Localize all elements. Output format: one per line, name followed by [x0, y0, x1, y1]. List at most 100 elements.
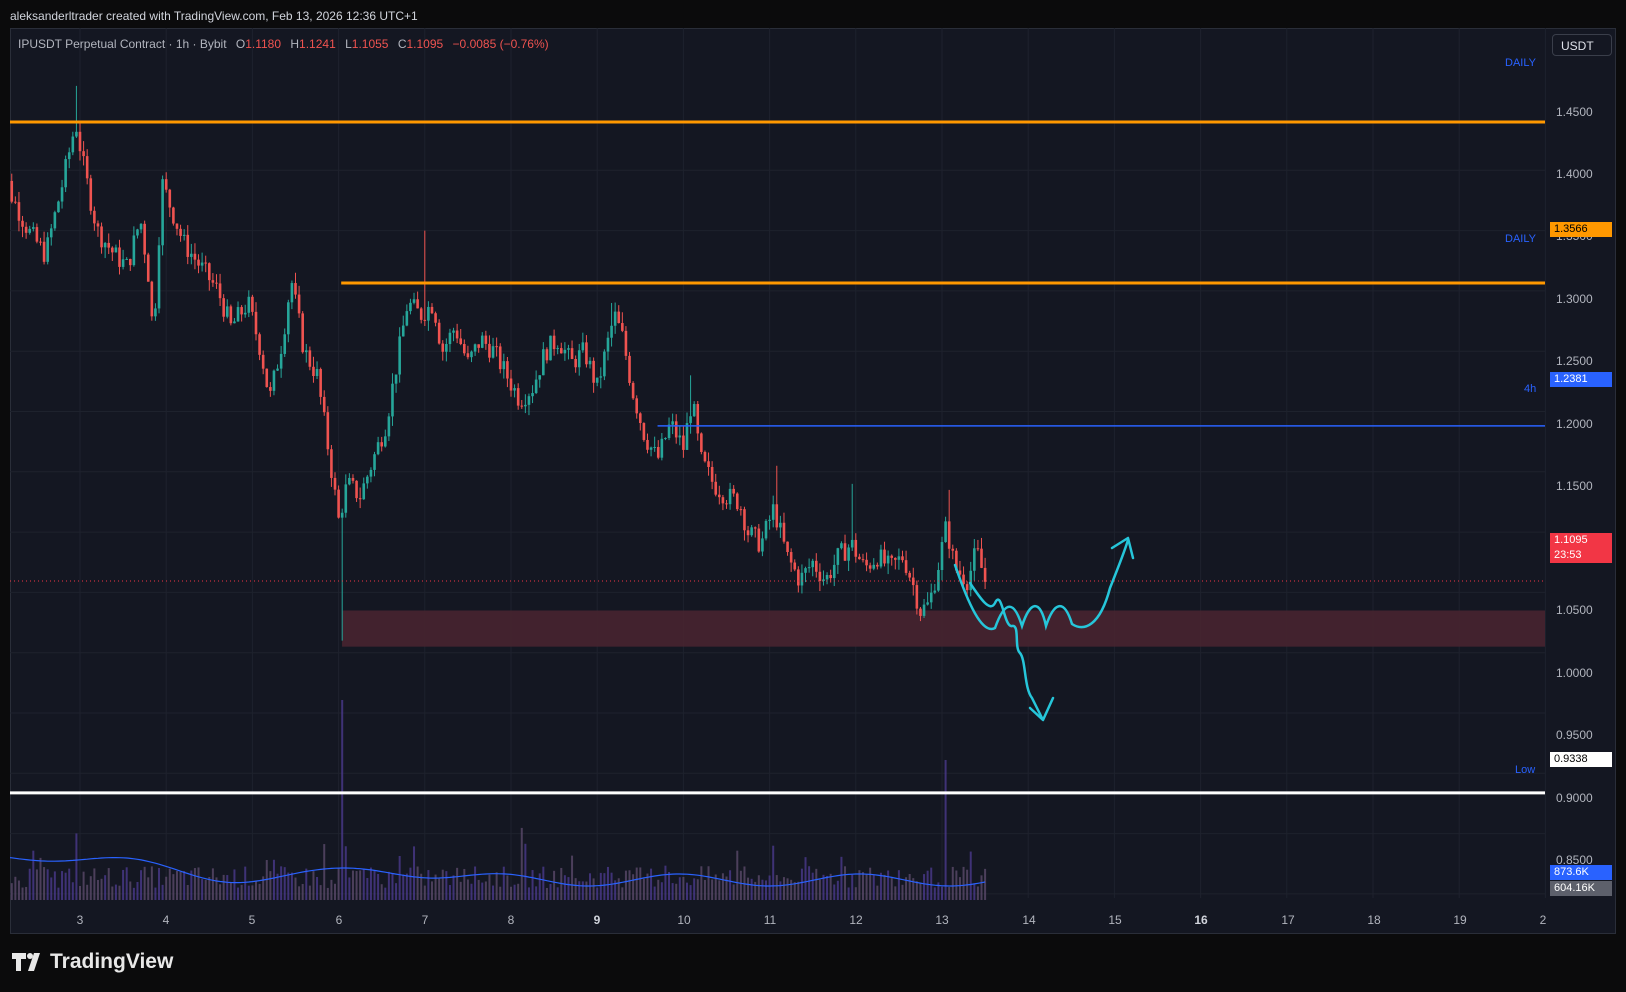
- candle-body: [714, 481, 718, 495]
- candle-body: [118, 247, 121, 267]
- candle-body: [236, 307, 240, 322]
- volume-bar: [901, 884, 904, 900]
- volume-bar: [808, 866, 811, 900]
- candle-body: [67, 152, 71, 160]
- volume-bar: [538, 873, 541, 900]
- candle-body: [944, 521, 947, 543]
- price-label: 1.4000: [1556, 167, 1593, 181]
- volume-bar: [675, 883, 678, 900]
- volume-bar: [165, 876, 168, 900]
- high-value: 1.1241: [299, 37, 336, 51]
- volume-bar: [222, 874, 225, 900]
- price-label: 1.3000: [1556, 292, 1593, 306]
- candle-body: [247, 296, 251, 313]
- candle-body: [111, 247, 114, 253]
- volume-bar: [369, 867, 372, 900]
- candle-body: [330, 449, 333, 478]
- volume-ma-tag: 604.16K: [1550, 881, 1612, 896]
- volume-bar: [653, 886, 656, 900]
- candle-body: [49, 228, 53, 238]
- volume-bar: [721, 873, 724, 900]
- candle-body: [35, 227, 39, 242]
- volume-bar: [668, 872, 671, 900]
- volume-bar: [344, 846, 347, 900]
- candle-body: [707, 461, 710, 467]
- candle-body: [894, 557, 897, 560]
- volume-bar: [725, 876, 728, 900]
- candle-body: [46, 237, 49, 262]
- price-chart[interactable]: [10, 28, 1616, 934]
- price-label: 1.2500: [1556, 354, 1593, 368]
- candle-body: [146, 254, 150, 282]
- candle-body: [897, 556, 901, 560]
- currency-button[interactable]: USDT: [1552, 34, 1612, 56]
- volume-ma-line: [10, 856, 986, 887]
- candle-body: [419, 308, 423, 320]
- candle-body: [14, 201, 17, 203]
- candle-body: [595, 377, 599, 383]
- candle-body: [876, 564, 879, 567]
- current-price-tag: 1.1095 23:53: [1550, 533, 1612, 563]
- volume-bar: [82, 871, 85, 900]
- volume-bar: [125, 867, 128, 900]
- candle-body: [272, 370, 276, 391]
- volume-bar: [639, 867, 642, 900]
- candle-body: [301, 313, 304, 353]
- volume-bar: [100, 878, 103, 900]
- volume-bar: [851, 874, 854, 900]
- candle-body: [721, 497, 725, 504]
- candle-body: [409, 302, 412, 312]
- volume-bar: [50, 877, 53, 900]
- candle-body: [233, 321, 236, 324]
- volume-bar: [826, 875, 829, 900]
- candle-body: [10, 180, 14, 202]
- candle-body: [908, 572, 911, 578]
- candle-body: [463, 344, 466, 354]
- volume-bar: [549, 884, 552, 900]
- candle-body: [348, 477, 351, 485]
- volume-bar: [524, 843, 527, 900]
- candle-body: [136, 229, 139, 236]
- candle-body: [405, 311, 409, 326]
- volume-bar: [897, 870, 900, 900]
- candle-body: [322, 396, 326, 413]
- time-label: 12: [849, 913, 863, 927]
- volume-bar: [502, 866, 505, 900]
- bar-countdown: 23:53: [1554, 549, 1582, 561]
- candle-body: [315, 369, 319, 377]
- volume-bar: [140, 870, 143, 900]
- time-label: 11: [763, 913, 777, 927]
- volume-bar: [739, 870, 742, 900]
- volume-bar: [326, 887, 329, 900]
- candle-body: [782, 522, 786, 542]
- candle-body: [983, 567, 987, 582]
- tradingview-brand[interactable]: TradingView: [12, 950, 173, 974]
- candle-body: [822, 579, 825, 582]
- symbol-title[interactable]: IPUSDT Perpetual Contract · 1h · Bybit: [18, 37, 227, 51]
- volume-bar: [793, 882, 796, 900]
- volume-bar: [628, 870, 631, 900]
- candle-body: [621, 323, 624, 331]
- candle-body: [567, 348, 570, 350]
- candle-body: [172, 207, 175, 224]
- volume-bar: [179, 871, 182, 900]
- volume-bar: [387, 871, 390, 900]
- candle-body: [412, 299, 416, 303]
- candle-body: [911, 577, 915, 586]
- volume-bar: [732, 884, 735, 900]
- candle-body: [879, 549, 883, 567]
- volume-bar: [147, 877, 150, 900]
- volume-bar: [513, 884, 516, 900]
- candle-body: [718, 494, 721, 498]
- candle-body: [929, 592, 933, 603]
- volume-bar: [330, 879, 333, 900]
- candle-body: [872, 564, 876, 569]
- volume-bar: [840, 856, 843, 900]
- volume-bar: [567, 877, 570, 900]
- candle-body: [502, 361, 506, 370]
- volume-bar: [226, 875, 229, 900]
- volume-bar: [671, 883, 674, 900]
- volume-bar: [294, 877, 297, 900]
- candle-body: [829, 575, 832, 579]
- volume-bar: [96, 879, 99, 900]
